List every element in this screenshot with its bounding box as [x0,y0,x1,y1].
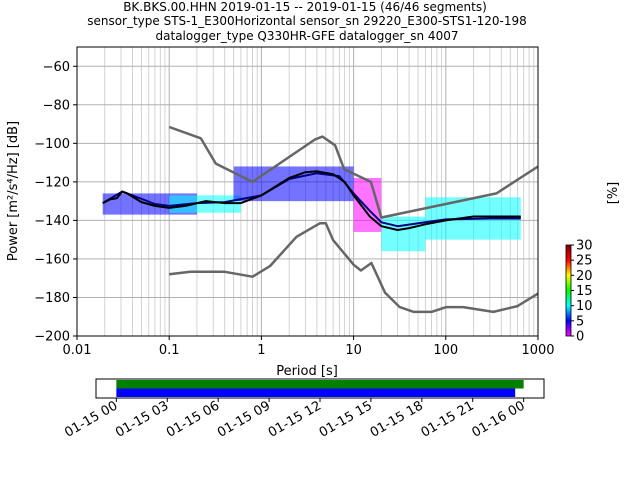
y-tick-label: −100 [34,137,70,152]
y-axis-label: Power [m²/s⁴/Hz] [dB] [6,121,21,261]
colorbar-tick-label: 15 [576,284,593,299]
density-band [233,166,354,202]
mean-line [102,172,521,228]
plot-frame [76,46,539,337]
colorbar-tick-label: 20 [576,269,593,284]
timeline-tick-label: 01-15 06 [164,398,222,440]
timeline-bars [116,380,524,397]
nlnm-line [169,222,539,314]
colorbar-tick-label: 0 [576,330,584,345]
y-tick-label: −200 [34,330,70,345]
y-axis-ticks: −60 −80 −100 −120 −140 −160 −180 −200 [34,60,77,345]
colorbar-tick-label: 30 [576,239,593,254]
x-tick-label: 1 [257,343,265,358]
timeline-tick-label: 01-15 03 [113,398,171,440]
x-axis-label: Period [s] [276,364,338,379]
x-axis-ticks: 0.01 0.1 1 10 100 1000 [63,336,555,358]
title-line-3: datalogger_type Q330HR-GFE datalogger_sn… [156,29,459,43]
colorbar-label: [%] [606,182,621,205]
timeline-tick-label: 01-15 00 [62,398,120,440]
timeline-tick-label: 01-15 15 [317,398,375,440]
timeline-tick-label: 01-16 00 [470,398,528,440]
x-tick-label: 0.1 [159,343,180,358]
y-tick-label: −120 [34,175,70,190]
timeline-tick-label: 01-15 12 [266,398,324,440]
timeline-bar-psd [116,388,516,397]
nhnm-line [168,125,539,219]
y-tick-label: −180 [34,291,70,306]
x-tick-label: 100 [433,343,458,358]
timeline-tick-label: 01-15 09 [215,398,273,440]
timeline-tick-label: 01-15 21 [419,398,477,440]
colorbar-gradient [565,244,572,337]
colorbar-tick-label: 5 [576,314,584,329]
x-tick-label: 0.01 [63,343,92,358]
x-tick-label: 10 [345,343,362,358]
y-tick-label: −140 [34,214,70,229]
psd-plot: 0.01 0.1 1 10 100 1000 −60 −80 −100 −120 −140 −160… [6,46,555,379]
psd-lines [102,125,539,314]
x-tick-label: 1000 [521,343,554,358]
y-tick-label: −80 [43,98,70,113]
colorbar-tick-label: 25 [576,254,593,269]
timeline-bar-data [116,380,524,389]
timeline-tick-label: 01-15 18 [368,398,426,440]
density-band [169,195,241,213]
y-tick-label: −60 [43,60,70,75]
title-line-1: BK.BKS.00.HHN 2019-01-15 -- 2019-01-15 (… [123,0,487,14]
mode-line [102,170,521,231]
y-tick-label: −160 [34,252,70,267]
colorbar-tick-label: 10 [576,299,593,314]
title-line-2: sensor_type STS-1_E300Horizontal sensor_… [87,14,527,28]
density-band [381,216,426,252]
